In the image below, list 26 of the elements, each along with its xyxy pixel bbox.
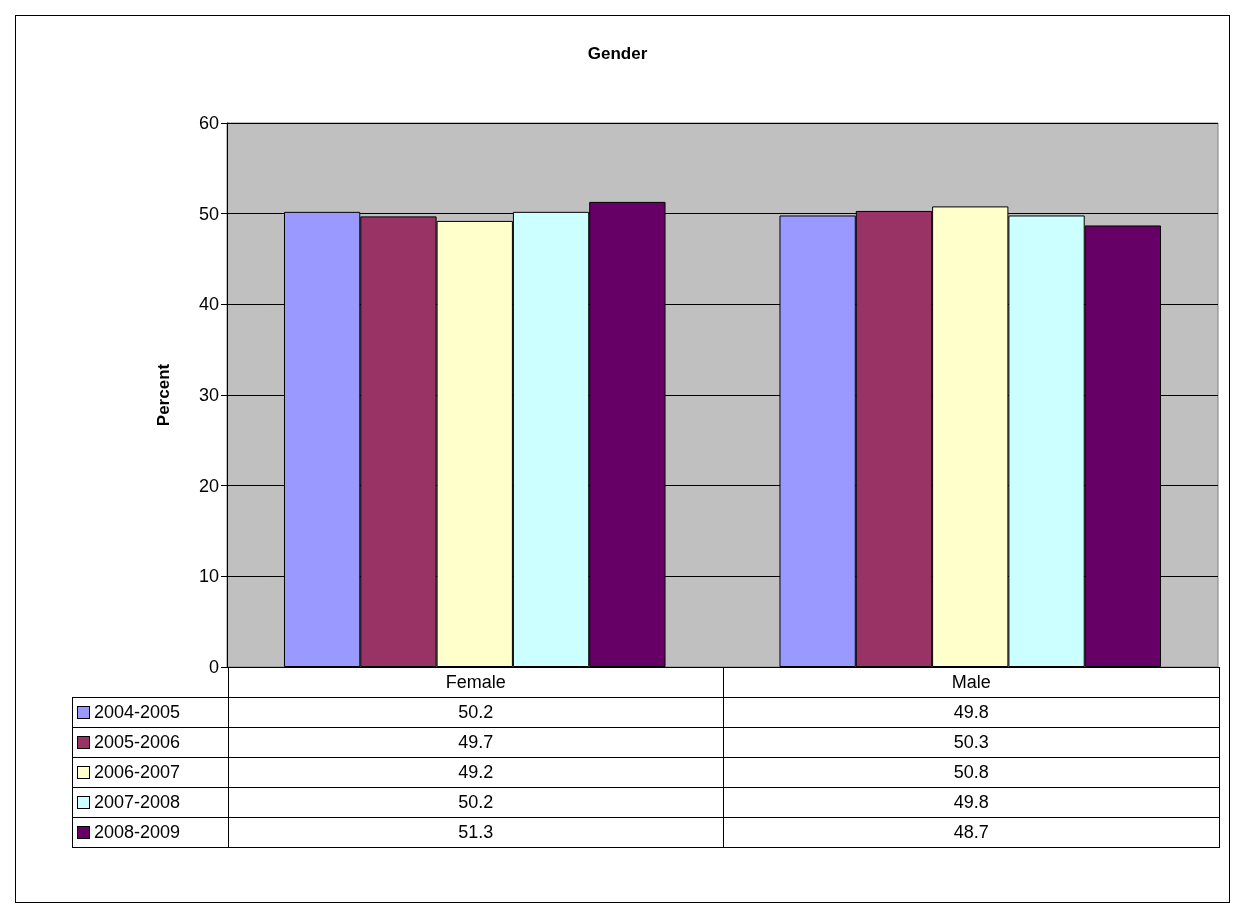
y-tick-label: 10 bbox=[198, 566, 219, 587]
legend-label: 2005-2006 bbox=[72, 727, 228, 758]
y-tick-label: 60 bbox=[198, 113, 219, 133]
data-label: 48.7 bbox=[723, 817, 1219, 848]
y-axis-title: Percent bbox=[154, 363, 173, 427]
data-label: 50.3 bbox=[723, 727, 1219, 758]
data-label: 49.2 bbox=[228, 757, 724, 788]
y-tick-label: 40 bbox=[198, 294, 219, 315]
data-label: 50.2 bbox=[228, 697, 724, 728]
legend-label: 2008-2009 bbox=[72, 817, 228, 848]
x-tick-label: Female bbox=[228, 667, 724, 698]
data-label: 49.8 bbox=[723, 787, 1219, 818]
y-tick-label: 20 bbox=[198, 475, 219, 496]
chart-title: Gender bbox=[587, 44, 648, 63]
data-label: 51.3 bbox=[228, 817, 724, 848]
legend-label: 2004-2005 bbox=[72, 697, 228, 728]
legend-label: 2007-2008 bbox=[72, 787, 228, 818]
data-label: 50.8 bbox=[723, 757, 1219, 788]
x-tick-label: Male bbox=[723, 667, 1219, 698]
legend-label: 2006-2007 bbox=[72, 757, 228, 788]
y-tick-label: 50 bbox=[198, 203, 219, 224]
data-label: 50.2 bbox=[228, 787, 724, 818]
y-tick-label: 30 bbox=[198, 385, 219, 405]
data-label: 49.8 bbox=[723, 697, 1219, 728]
y-tick-label: 0 bbox=[208, 657, 219, 677]
data-label: 49.7 bbox=[228, 727, 724, 758]
